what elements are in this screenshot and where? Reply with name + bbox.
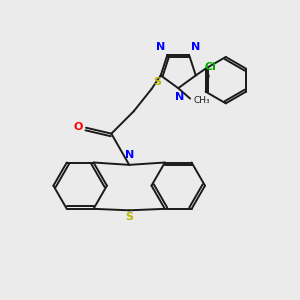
Text: CH₃: CH₃	[193, 96, 210, 105]
Text: N: N	[175, 92, 184, 102]
Text: S: S	[125, 212, 133, 222]
Text: Cl: Cl	[204, 62, 216, 72]
Text: S: S	[153, 77, 161, 87]
Text: N: N	[124, 150, 134, 161]
Text: N: N	[156, 43, 165, 52]
Text: N: N	[191, 43, 201, 52]
Text: O: O	[73, 122, 83, 132]
